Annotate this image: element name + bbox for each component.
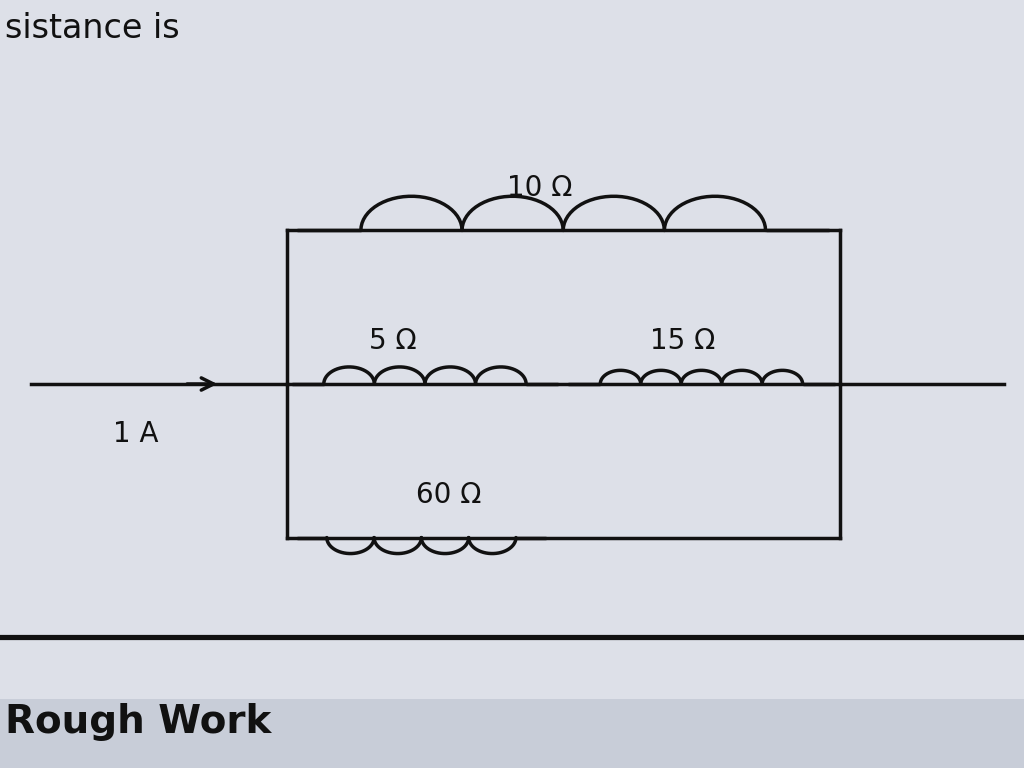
Text: 10 Ω: 10 Ω <box>507 174 572 202</box>
Text: Rough Work: Rough Work <box>5 703 271 740</box>
Text: sistance is: sistance is <box>5 12 180 45</box>
Text: 60 Ω: 60 Ω <box>416 481 481 509</box>
Text: 1 A: 1 A <box>113 419 158 448</box>
Polygon shape <box>0 0 1024 699</box>
Text: 5 Ω: 5 Ω <box>369 327 417 356</box>
Text: 15 Ω: 15 Ω <box>650 327 716 356</box>
